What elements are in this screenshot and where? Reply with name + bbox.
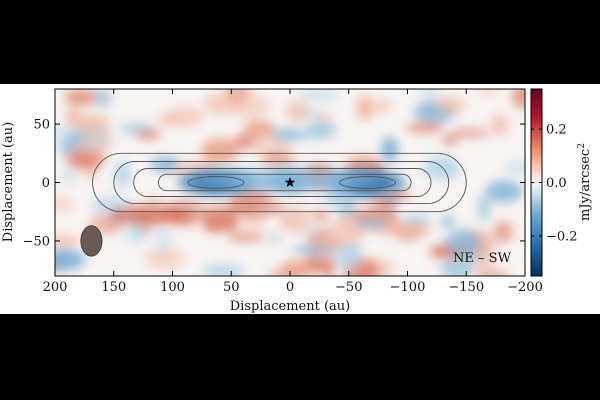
noise-blob: [311, 209, 331, 223]
lobe-contour-1: [187, 176, 245, 189]
noise-blob: [239, 213, 266, 228]
x-tick-label: 100: [160, 280, 185, 295]
x-tick-label: 0: [286, 280, 294, 295]
contour-level-2: [113, 161, 450, 205]
noise-blob: [490, 114, 509, 136]
noise-blob: [423, 157, 461, 180]
colorbar-ticks: 0.2 0.0 −0.2: [531, 123, 578, 244]
noise-blob: [434, 96, 466, 114]
y-tick-label: 0: [42, 176, 50, 191]
noise-blob: [511, 89, 525, 109]
x-axis: 200 150 100 50 0 −50 −100 −150 −200: [43, 89, 543, 295]
noise-blob: [442, 134, 458, 147]
noise-blob: [55, 235, 81, 247]
x-tick-label: 200: [43, 280, 68, 295]
x-tick-label: −50: [335, 280, 362, 295]
contour-level-3: [133, 168, 432, 197]
noise-blob: [202, 264, 245, 276]
noise-blob: [92, 89, 112, 108]
y-tick-label: −50: [23, 234, 50, 249]
noise-blob: [441, 216, 454, 227]
noise-blob: [280, 260, 309, 276]
noise-blob: [67, 114, 111, 132]
noise-blob: [493, 220, 514, 244]
noise-blob: [376, 98, 391, 113]
noise-blob: [227, 232, 266, 243]
x-tick-label: −100: [390, 280, 426, 295]
noise-blob: [279, 206, 311, 234]
noise-blob: [55, 249, 85, 271]
noise-blob: [203, 205, 231, 234]
noise-blob: [55, 125, 75, 135]
noise-blob: [78, 132, 115, 154]
noise-blob: [291, 245, 334, 255]
noise-blob: [402, 215, 431, 225]
orientation-label: NE – SW: [453, 251, 512, 266]
noise-blob: [420, 89, 439, 102]
noise-blob: [60, 169, 78, 185]
noise-blob: [285, 100, 310, 122]
x-tick-label: −150: [448, 280, 484, 295]
contour-level-4: [157, 173, 412, 192]
noise-blob: [267, 231, 282, 245]
x-axis-label: Displacement (au): [230, 299, 350, 314]
colorbar-tick-label: 0.2: [546, 123, 567, 138]
noise-blob: [381, 137, 399, 163]
noise-blob: [144, 248, 185, 269]
star-marker: [284, 177, 296, 187]
noise-blob: [64, 89, 97, 106]
noise-blob: [449, 127, 490, 139]
contour-level-1: [92, 152, 467, 213]
colorbar-tick-label: −0.2: [546, 229, 578, 244]
noise-blob: [485, 180, 523, 203]
x-tick-label: −200: [507, 280, 543, 295]
noise-blob: [255, 190, 272, 202]
noise-blob: [165, 106, 204, 128]
colorbar-tick-label: 0.0: [546, 176, 567, 191]
noise-blob: [73, 149, 106, 168]
noise-blob: [477, 195, 491, 222]
noise-blob: [474, 270, 510, 276]
y-axis-label: Displacement (au): [1, 122, 16, 242]
noise-blob: [306, 121, 337, 139]
y-axis: 50 0 −50: [23, 118, 525, 249]
noise-blob: [135, 129, 162, 139]
contour-group: [92, 152, 467, 213]
colorbar-label: mJy/arcsec2: [577, 143, 593, 221]
noise-blob: [503, 160, 525, 176]
noise-blob: [146, 195, 161, 209]
noise-blob: [334, 244, 362, 270]
noise-blob: [114, 161, 131, 188]
noise-blob: [154, 226, 172, 254]
y-tick-label: 50: [33, 118, 50, 133]
lobe-contour-2: [339, 176, 396, 189]
noise-blob: [55, 195, 74, 214]
noise-blob: [355, 218, 390, 230]
noise-blob: [460, 254, 482, 263]
noise-blob: [150, 157, 181, 173]
noise-blob: [356, 95, 375, 121]
noise-blob: [297, 91, 340, 100]
noise-blob: [109, 205, 189, 226]
noise-blob: [243, 120, 276, 137]
noise-blob: [321, 255, 335, 276]
noise-blob: [262, 151, 295, 168]
noise-blob: [401, 224, 433, 233]
x-tick-label: 50: [223, 280, 240, 295]
beam-ellipse: [80, 225, 103, 257]
x-tick-label: 150: [101, 280, 126, 295]
noise-blob: [444, 228, 481, 256]
noise-blob: [440, 259, 474, 276]
noise-blob: [475, 89, 501, 94]
chart: 200 150 100 50 0 −50 −100 −150 −200 50 0 −50 NE – …: [1, 88, 593, 314]
noise-blob: [224, 200, 285, 217]
figure-panel: 200 150 100 50 0 −50 −100 −150 −200 50 0 −50 NE – …: [0, 84, 600, 314]
noise-blob: [406, 122, 444, 133]
